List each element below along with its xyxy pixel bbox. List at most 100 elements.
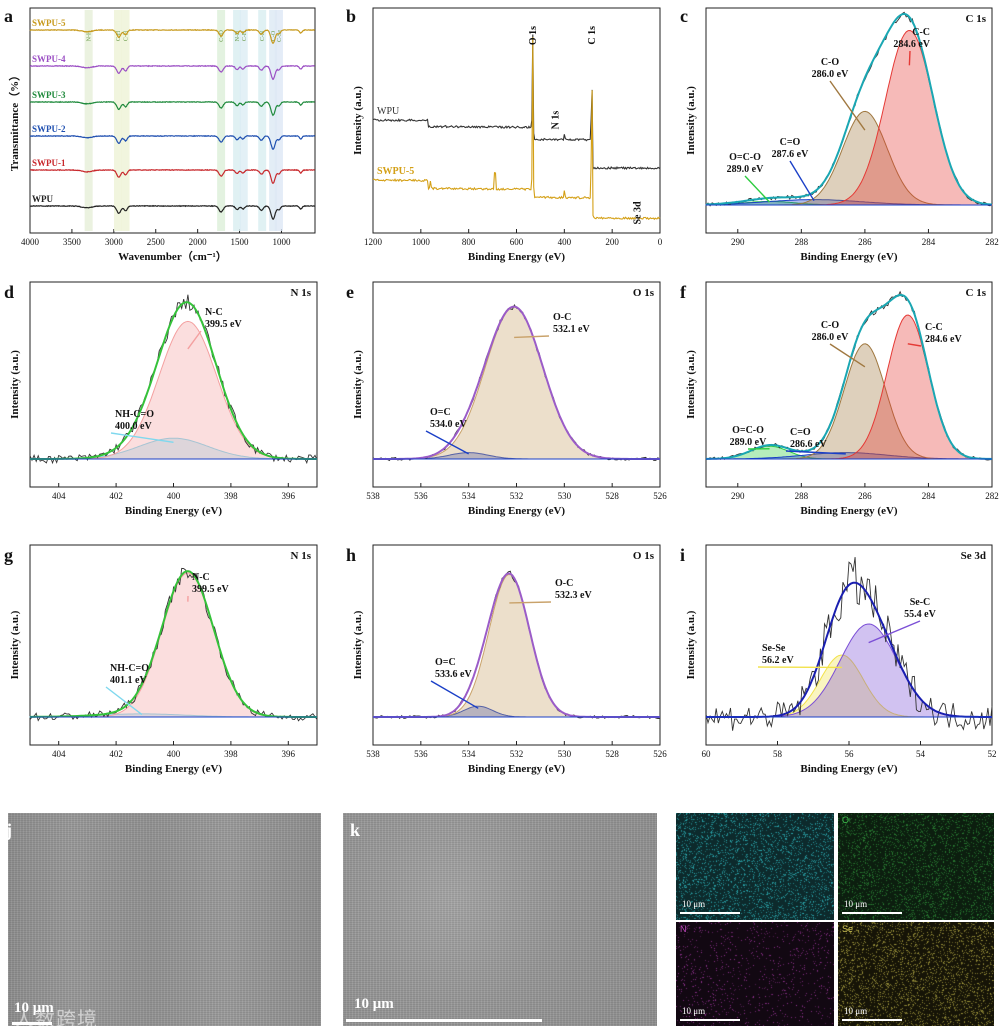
peak-arrow-f-1 (829, 343, 866, 368)
scale-text-j: 10 μm (14, 1000, 54, 1016)
x-tick-label-i-4: 52 (988, 749, 997, 759)
peak-value-g-1: 401.1 eV (110, 675, 147, 686)
eds-label-o: O (842, 815, 850, 825)
y-axis-label-i: Intensity (a.u.) (685, 610, 697, 679)
x-tick-label-b-0: 1200 (364, 237, 383, 247)
ftir-series-label-4: SWPU-1 (32, 158, 66, 168)
x-tick-label-d-4: 396 (282, 491, 296, 501)
x-tick-label-h-3: 532 (510, 749, 524, 759)
band-label-8: C-Se (277, 30, 283, 42)
plot-frame-a (29, 7, 316, 234)
panel-label-i: i (680, 545, 685, 565)
plot-title-i: Se 3d (961, 550, 986, 562)
peak-name-f-3: O=C-O (732, 425, 764, 436)
x-axis-label-c: Binding Energy (eV) (800, 251, 898, 263)
x-tick-label-h-5: 528 (605, 749, 619, 759)
plot-frame-c (705, 7, 993, 234)
x-tick-label-g-2: 400 (167, 749, 181, 759)
eds-map-o: O 10 μm (838, 813, 994, 920)
peak-name-d-1: NH-C=O (115, 409, 154, 420)
x-tick-label-e-4: 530 (558, 491, 572, 501)
peak-name-f-1: C-O (821, 320, 840, 331)
plot-title-f: C 1s (966, 287, 987, 299)
y-axis-label-h: Intensity (a.u.) (352, 610, 364, 679)
peak-value-h-0: 532.3 eV (555, 590, 592, 601)
x-tick-label-i-2: 56 (845, 749, 855, 759)
x-axis-label-f: Binding Energy (eV) (800, 505, 898, 517)
x-tick-label-a-5: 1500 (231, 237, 250, 247)
peak-h-0 (373, 574, 660, 718)
x-tick-label-a-2: 3000 (105, 237, 124, 247)
peak-name-h-0: O-C (555, 578, 573, 589)
y-axis-label-f: Intensity (a.u.) (685, 350, 697, 419)
eds-dots-se (838, 922, 994, 1026)
x-tick-label-b-6: 0 (658, 237, 663, 247)
peak-e-0 (373, 306, 660, 460)
x-tick-label-b-1: 1000 (412, 237, 431, 247)
y-axis-label-g: Intensity (a.u.) (9, 610, 21, 679)
plot-title-h: O 1s (633, 550, 655, 562)
ftir-series-label-1: SWPU-4 (32, 54, 66, 64)
band-label-1: C-H (116, 30, 122, 41)
scalebar-k (346, 1019, 542, 1022)
peak-name-i-1: Se-Se (762, 643, 786, 654)
band-label-7: C-O (271, 30, 277, 41)
plot-title-c: C 1s (966, 13, 987, 25)
eds-scale-se: 10 μm (844, 1006, 868, 1016)
peak-name-c-1: C-O (821, 57, 840, 68)
peak-arrow-d-1 (110, 432, 174, 444)
ftir-series-label-0: SWPU-5 (32, 18, 66, 28)
band-label-5: C-H (242, 30, 248, 41)
x-tick-label-h-2: 534 (462, 749, 476, 759)
peak-name-c-3: O=C-O (729, 152, 761, 163)
band-label-0: N-H (87, 30, 93, 41)
ftir-series-4 (29, 168, 315, 185)
band-8 (274, 10, 283, 231)
x-tick-label-i-0: 60 (702, 749, 712, 759)
eds-map-c: 10 μm (676, 813, 834, 920)
band-4 (233, 10, 242, 231)
eds-scale-c: 10 μm (682, 899, 706, 909)
x-axis-label-b: Binding Energy (eV) (468, 251, 566, 263)
peak-arrow-c-1 (829, 80, 866, 131)
peak-value-d-0: 399.5 eV (205, 319, 242, 330)
raw-spectrum-i (705, 557, 993, 731)
plot-title-g: N 1s (291, 550, 312, 562)
eds-scale-o: 10 μm (844, 899, 868, 909)
panel-label-a: a (4, 6, 13, 26)
survey-series-1 (372, 37, 661, 221)
x-tick-label-d-0: 404 (52, 491, 66, 501)
peak-value-d-1: 400.0 eV (115, 421, 152, 432)
survey-annotation-1: C 1s (587, 26, 598, 45)
x-tick-label-i-1: 58 (773, 749, 783, 759)
x-tick-label-d-1: 402 (109, 491, 123, 501)
x-tick-label-c-1: 288 (795, 237, 809, 247)
fit-envelope-g (30, 570, 317, 718)
ftir-series-3 (29, 134, 316, 150)
x-tick-label-f-4: 282 (985, 491, 999, 501)
peak-arrow-c-2 (789, 160, 815, 202)
peak-value-f-3: 289.0 eV (730, 437, 767, 448)
peak-name-e-0: O-C (553, 312, 571, 323)
peak-arrow-f-0 (907, 343, 922, 347)
band-7 (269, 10, 278, 231)
x-tick-label-c-4: 282 (985, 237, 999, 247)
x-tick-label-g-4: 396 (282, 749, 296, 759)
x-tick-label-f-2: 286 (858, 491, 872, 501)
peak-value-g-0: 399.5 eV (192, 584, 229, 595)
y-axis-label-a: Transmittance（%） (8, 70, 21, 171)
x-axis-label-a: Wavenumber（cm⁻¹） (118, 250, 227, 263)
band-6 (258, 10, 267, 231)
x-tick-label-b-4: 400 (558, 237, 572, 247)
x-tick-label-h-6: 526 (653, 749, 667, 759)
x-tick-label-a-1: 3500 (63, 237, 82, 247)
peak-arrow-e-1 (425, 430, 469, 455)
x-axis-label-i: Binding Energy (eV) (800, 763, 898, 775)
x-tick-label-e-0: 538 (366, 491, 380, 501)
panel-label-j: j (6, 820, 12, 840)
x-tick-label-e-6: 526 (653, 491, 667, 501)
sem-image-k (343, 813, 657, 1026)
fit-envelope-d (30, 301, 317, 460)
peak-value-f-2: 286.6 eV (790, 439, 827, 450)
